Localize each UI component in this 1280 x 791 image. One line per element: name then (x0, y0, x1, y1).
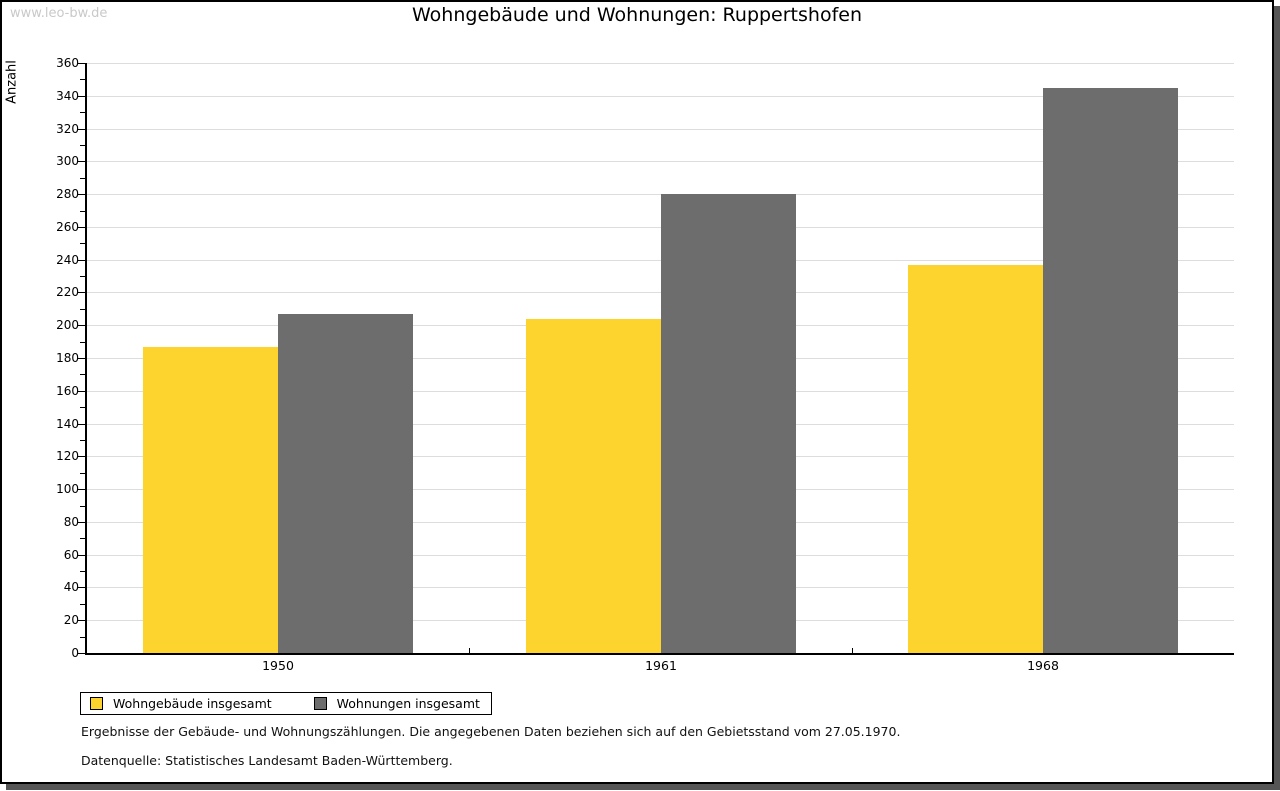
gridline (87, 292, 1234, 293)
legend-label: Wohngebäude insgesamt (113, 696, 272, 711)
y-tick-minor (80, 145, 85, 146)
x-tick (852, 648, 853, 653)
y-tick-major (78, 555, 85, 556)
y-tick-major (78, 227, 85, 228)
y-tick-major (78, 358, 85, 359)
y-tick-minor (80, 473, 85, 474)
y-tick-label: 360 (56, 56, 79, 70)
y-tick-minor (80, 637, 85, 638)
gridline (87, 161, 1234, 162)
y-tick-minor (80, 604, 85, 605)
y-tick-major (78, 260, 85, 261)
y-tick-major (78, 489, 85, 490)
y-tick-label: 240 (56, 253, 79, 267)
y-tick-major (78, 96, 85, 97)
y-tick-minor (80, 440, 85, 441)
watermark: www.leo-bw.de (10, 6, 108, 21)
y-tick-label: 220 (56, 285, 79, 299)
y-tick-label: 320 (56, 122, 79, 136)
gridline (87, 96, 1234, 97)
y-tick-major (78, 456, 85, 457)
y-tick-major (78, 424, 85, 425)
y-tick-label: 100 (56, 482, 79, 496)
bar-wohnungen-1950 (278, 314, 413, 653)
gridline (87, 260, 1234, 261)
bar-wohngebaeude-1961 (526, 319, 661, 653)
y-tick-major (78, 653, 85, 654)
y-tick-major (78, 587, 85, 588)
y-tick-label: 180 (56, 351, 79, 365)
y-tick-minor (80, 79, 85, 80)
y-tick-minor (80, 506, 85, 507)
gridline (87, 129, 1234, 130)
y-tick-major (78, 522, 85, 523)
y-tick-major (78, 292, 85, 293)
y-tick-label: 60 (63, 548, 79, 562)
y-tick-label: 340 (56, 89, 79, 103)
y-tick-minor (80, 211, 85, 212)
x-category-label: 1950 (262, 658, 294, 673)
gridline (87, 227, 1234, 228)
y-tick-label: 20 (63, 613, 79, 627)
y-tick-major (78, 325, 85, 326)
y-tick-label: 120 (56, 449, 79, 463)
legend: Wohngebäude insgesamt Wohnungen insgesam… (80, 692, 492, 715)
bar-wohngebaeude-1950 (143, 347, 278, 653)
y-tick-major (78, 63, 85, 64)
y-tick-major (78, 620, 85, 621)
x-category-label: 1968 (1027, 658, 1059, 673)
y-tick-label: 40 (63, 580, 79, 594)
y-tick-minor (80, 309, 85, 310)
y-tick-minor (80, 374, 85, 375)
gridline (87, 63, 1234, 64)
legend-swatch-yellow-icon (90, 697, 103, 710)
y-tick-major (78, 129, 85, 130)
y-tick-major (78, 194, 85, 195)
y-tick-minor (80, 571, 85, 572)
y-tick-label: 140 (56, 417, 79, 431)
y-tick-minor (80, 538, 85, 539)
y-tick-minor (80, 276, 85, 277)
y-tick-major (78, 391, 85, 392)
plot-area: 0 20 40 60 80 100 120 140 160 180 200 220 240 260 280 3… (56, 56, 1234, 673)
y-tick-minor (80, 112, 85, 113)
y-tick-minor (80, 342, 85, 343)
legend-item-wohnungen: Wohnungen insgesamt (313, 696, 480, 711)
bar-wohngebaeude-1968 (908, 265, 1043, 653)
y-tick-minor (80, 407, 85, 408)
legend-label: Wohnungen insgesamt (336, 696, 480, 711)
legend-item-wohngebaeude: Wohngebäude insgesamt (90, 696, 272, 711)
footer-note: Ergebnisse der Gebäude- und Wohnungszähl… (81, 724, 901, 739)
y-tick-label: 160 (56, 384, 79, 398)
y-tick-label: 80 (63, 515, 79, 529)
chart-title: Wohngebäude und Wohnungen: Ruppertshofen (412, 4, 862, 26)
bar-wohnungen-1961 (661, 194, 796, 653)
y-tick-label: 260 (56, 220, 79, 234)
y-tick-label: 300 (56, 154, 79, 168)
y-tick-label: 280 (56, 187, 79, 201)
y-tick-minor (80, 243, 85, 244)
y-tick-major (78, 161, 85, 162)
y-tick-label: 0 (71, 646, 79, 660)
footer-source: Datenquelle: Statistisches Landesamt Bad… (81, 753, 453, 768)
x-tick (469, 648, 470, 653)
y-tick-label: 200 (56, 318, 79, 332)
legend-swatch-gray-icon (313, 697, 327, 710)
bar-wohnungen-1968 (1043, 88, 1178, 653)
y-tick-minor (80, 178, 85, 179)
gridline (87, 194, 1234, 195)
x-category-label: 1961 (645, 658, 677, 673)
